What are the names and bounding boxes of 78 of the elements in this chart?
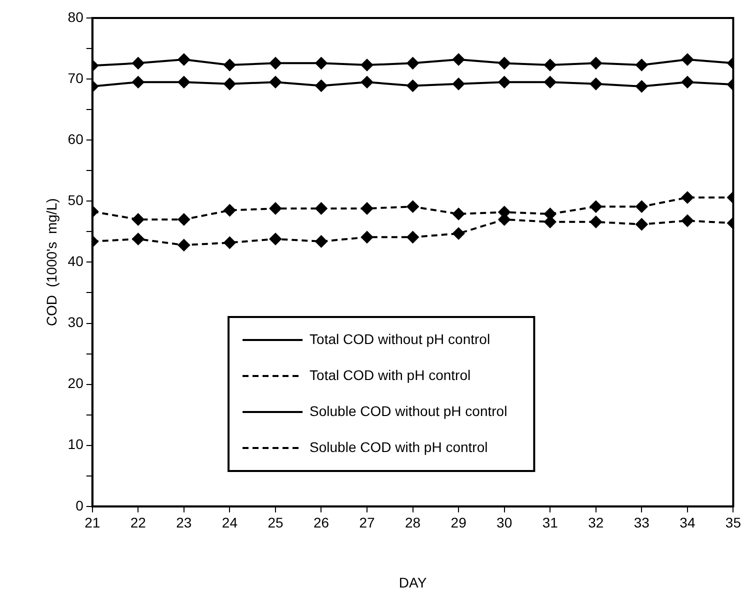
x-tick-label: 35 xyxy=(725,514,742,531)
point xyxy=(315,202,328,214)
point xyxy=(681,54,694,66)
point xyxy=(361,202,374,214)
point xyxy=(406,231,419,244)
point xyxy=(178,213,190,226)
x-tick-label: 24 xyxy=(222,514,238,531)
y-tick-label: 50 xyxy=(68,192,84,208)
y-tick-label: 60 xyxy=(68,130,84,147)
y-tick-label: 30 xyxy=(68,314,84,330)
y-tick-label: 0 xyxy=(76,497,84,514)
x-tick-label: 34 xyxy=(680,514,696,531)
point xyxy=(452,78,465,90)
point xyxy=(498,76,510,88)
point xyxy=(406,200,419,213)
legend-label: Soluble COD with pH control xyxy=(310,438,488,455)
point xyxy=(269,57,282,70)
point xyxy=(269,202,282,214)
y-axis-title: COD (1000's mg/L) xyxy=(43,198,60,326)
point xyxy=(636,200,648,213)
point xyxy=(452,54,465,66)
legend-label: Total COD without pH control xyxy=(310,330,490,347)
point xyxy=(636,218,648,230)
y-tick-label: 70 xyxy=(68,70,84,86)
y-tick-label: 40 xyxy=(68,253,84,270)
y-tick-label: 20 xyxy=(68,375,84,392)
point xyxy=(681,191,694,204)
x-tick-label: 21 xyxy=(84,514,100,531)
point xyxy=(315,57,328,70)
x-tick-label: 32 xyxy=(588,514,604,531)
x-tick-label: 33 xyxy=(634,514,650,531)
point xyxy=(315,235,328,248)
point xyxy=(361,76,374,88)
point xyxy=(178,239,190,252)
point xyxy=(269,76,282,88)
point xyxy=(498,57,510,70)
legend-label: Total COD with pH control xyxy=(310,366,471,383)
point xyxy=(178,54,190,66)
x-tick-label: 26 xyxy=(313,514,330,531)
point xyxy=(315,80,328,92)
point xyxy=(178,76,190,88)
y-tick-label: 80 xyxy=(68,8,84,25)
legend-label: Soluble COD without pH control xyxy=(310,402,508,419)
point xyxy=(681,76,694,88)
point xyxy=(132,233,144,245)
point xyxy=(132,57,144,70)
point xyxy=(452,228,465,240)
point xyxy=(636,59,648,72)
point xyxy=(132,213,144,226)
point xyxy=(681,214,694,227)
point xyxy=(361,59,374,72)
x-tick-label: 23 xyxy=(176,514,192,531)
x-tick-label: 28 xyxy=(405,514,421,531)
x-tick-label: 25 xyxy=(268,514,284,531)
x-tick-label: 29 xyxy=(450,514,467,531)
point xyxy=(636,80,648,92)
point xyxy=(269,233,282,245)
point xyxy=(224,78,236,90)
x-axis-title: DAY xyxy=(398,574,428,590)
point xyxy=(590,57,602,70)
point xyxy=(544,59,556,72)
point xyxy=(361,231,374,244)
point xyxy=(224,236,236,249)
x-tick-label: 30 xyxy=(496,514,512,531)
x-tick-label: 27 xyxy=(359,514,376,531)
point xyxy=(590,78,602,90)
point xyxy=(452,208,465,220)
point xyxy=(590,216,602,228)
point xyxy=(590,200,602,213)
point xyxy=(406,80,419,92)
point xyxy=(132,76,144,88)
y-tick-label: 10 xyxy=(68,436,84,452)
point xyxy=(224,59,236,72)
x-tick-label: 31 xyxy=(542,514,558,531)
x-tick-label: 22 xyxy=(130,514,146,531)
point xyxy=(544,76,556,88)
point xyxy=(224,204,236,216)
point xyxy=(406,57,419,70)
